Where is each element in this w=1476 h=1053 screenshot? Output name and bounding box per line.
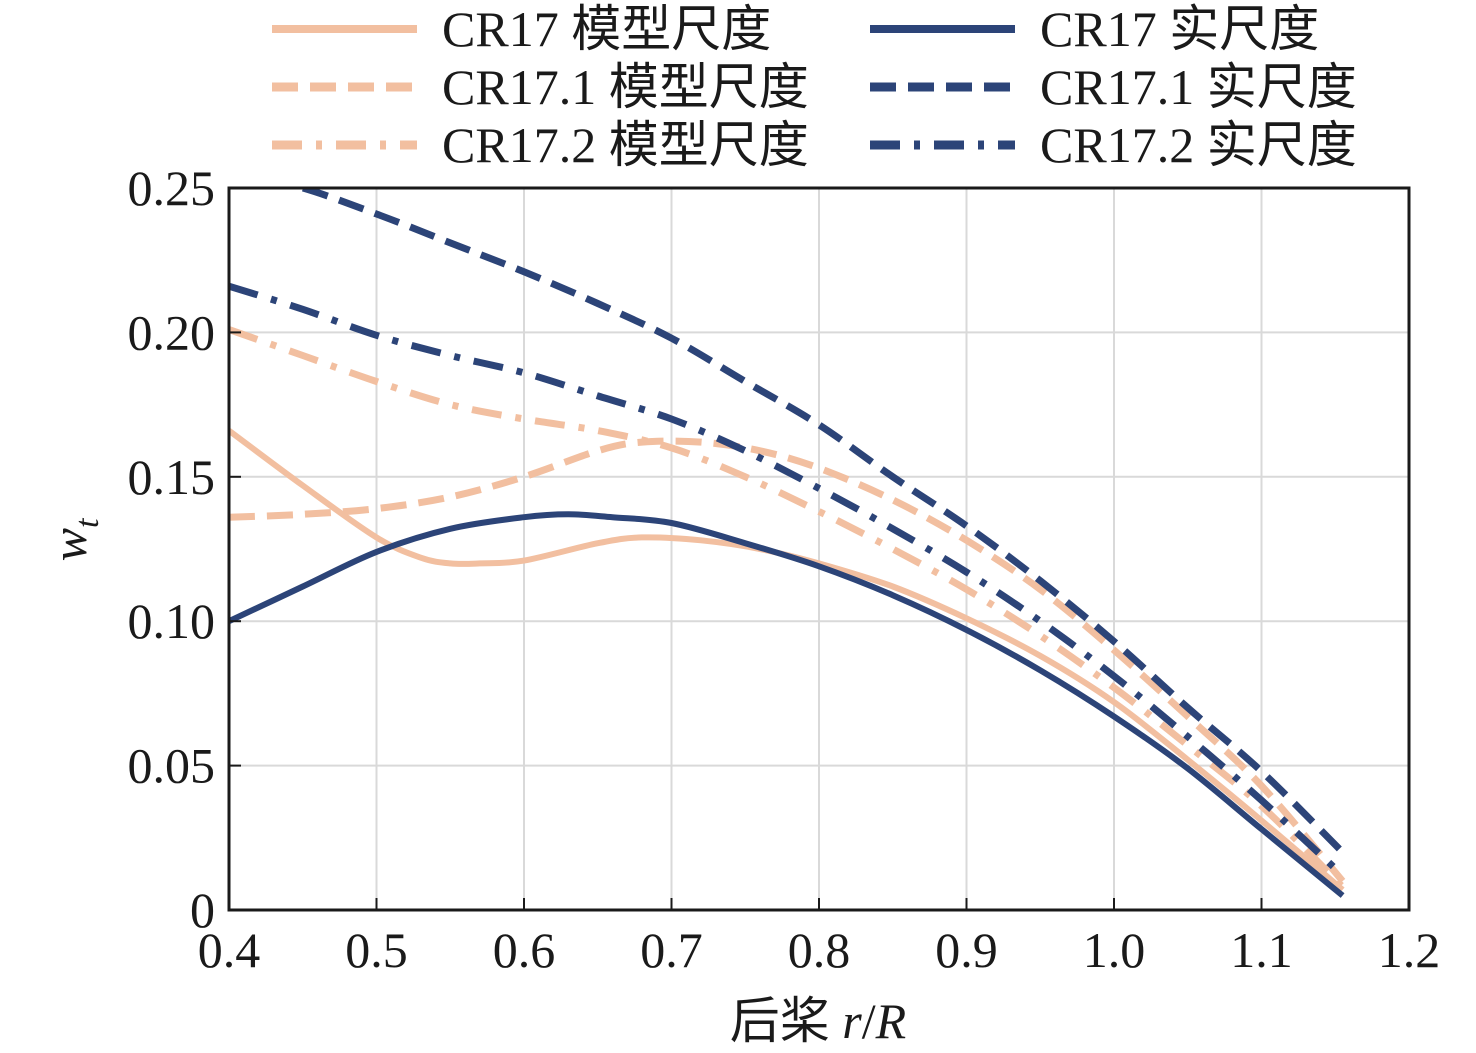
- legend-label: CR17.1 模型尺度: [442, 59, 809, 115]
- y-axis-label-main: w: [41, 528, 97, 561]
- series-line: [229, 437, 1346, 884]
- legend-label: CR17.2 模型尺度: [442, 117, 809, 173]
- series-layer: [229, 188, 1346, 898]
- x-axis-label-prefix: 后桨: [730, 993, 843, 1049]
- legend-label: CR17.2 实尺度: [1040, 117, 1357, 173]
- y-tick-label: 0: [190, 882, 215, 938]
- y-tick-label: 0.10: [128, 593, 216, 649]
- x-axis-label: 后桨 r/R: [730, 993, 906, 1049]
- gridlines: [229, 188, 1409, 910]
- x-axis-label-r: r: [842, 993, 862, 1049]
- y-tick-label: 0.25: [128, 160, 216, 216]
- x-tick-label: 0.5: [345, 922, 408, 978]
- x-tick-label: 1.2: [1378, 922, 1441, 978]
- x-axis-label-R: R: [875, 993, 907, 1049]
- y-tick-label: 0.20: [128, 304, 216, 360]
- x-tick-label: 0.8: [788, 922, 851, 978]
- x-tick-label: 0.9: [935, 922, 998, 978]
- series-line: [229, 428, 1345, 893]
- legend-label: CR17 实尺度: [1040, 1, 1319, 57]
- x-tick-label: 1.1: [1230, 922, 1293, 978]
- series-line: [229, 326, 1346, 890]
- x-axis-label-slash: /: [862, 993, 876, 1049]
- x-tick-label: 0.4: [198, 922, 261, 978]
- x-tick-label: 0.7: [640, 922, 703, 978]
- legend-label: CR17.1 实尺度: [1040, 59, 1357, 115]
- y-axis-label: wt: [41, 517, 106, 561]
- y-tick-label: 0.15: [128, 449, 216, 505]
- y-tick-label: 0.05: [128, 738, 216, 794]
- series-line: [229, 282, 1345, 878]
- series-line: [289, 188, 1346, 855]
- x-tick-label: 1.0: [1083, 922, 1146, 978]
- legend-label: CR17 模型尺度: [442, 1, 771, 57]
- series-line: [229, 511, 1345, 898]
- x-tick-label: 0.6: [493, 922, 556, 978]
- y-axis-label-sub: t: [69, 517, 106, 528]
- tick-layer: 0.4 0.5 0.6 0.7 0.8 0.9 1.0 1.1 1.2 0 0.05 0.10 0.15…: [128, 160, 1441, 978]
